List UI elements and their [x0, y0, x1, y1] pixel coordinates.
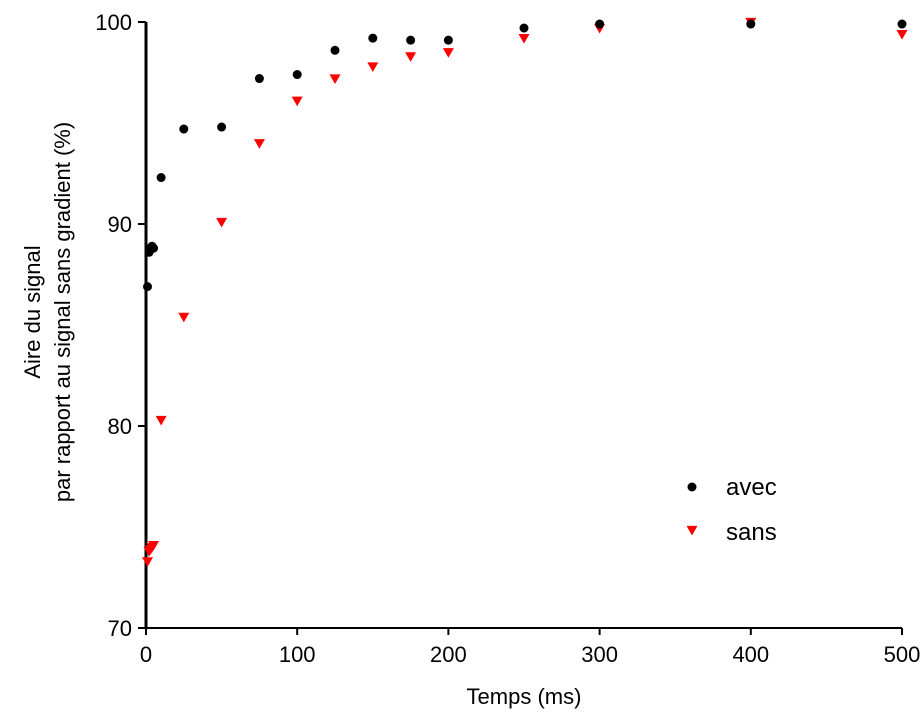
x-axis-title: Temps (ms): [467, 684, 582, 709]
point-avec: [254, 74, 264, 84]
legend-marker-avec-shape: [687, 482, 697, 492]
y-tick-label: 80: [108, 414, 132, 439]
legend-marker-sans-shape: [686, 525, 698, 536]
point-avec: [897, 19, 907, 29]
x-tick-label: 200: [430, 642, 467, 667]
point-sans: [178, 312, 190, 323]
point-sans: [518, 34, 530, 44]
point-avec: [217, 122, 227, 132]
point-avec: [292, 70, 302, 80]
y-tick-label: 90: [108, 212, 132, 237]
point-avec: [156, 173, 166, 183]
x-axis-ticks: 0 100 200 300 400 500: [140, 628, 920, 667]
point-avec: [368, 33, 378, 43]
point-avec: [519, 23, 529, 33]
point-sans: [216, 217, 228, 228]
point-avec: [143, 282, 153, 292]
point-sans: [155, 415, 167, 426]
point-avec: [595, 19, 605, 29]
x-tick-label: 0: [140, 642, 152, 667]
point-sans: [253, 139, 265, 149]
point-avec: [149, 243, 159, 253]
x-tick-label: 500: [884, 642, 921, 667]
y-axis-ticks: 70 80 90 100: [95, 10, 146, 641]
axes: [144, 22, 902, 629]
point-avec: [330, 45, 340, 55]
x-tick-label: 300: [581, 642, 618, 667]
point-sans: [142, 557, 154, 567]
x-tick-label: 400: [732, 642, 769, 667]
legend: avec sans: [686, 474, 777, 546]
point-sans: [367, 62, 379, 72]
y-tick-label: 100: [95, 10, 132, 35]
data-points: [142, 17, 908, 567]
point-sans: [405, 52, 417, 62]
legend-marker-avec: [687, 482, 697, 492]
x-tick-label: 100: [279, 642, 316, 667]
y-axis-title-line-1: Aire du signal: [20, 245, 45, 378]
point-sans: [896, 29, 908, 40]
point-avec: [406, 35, 416, 45]
point-sans: [291, 96, 303, 107]
legend-marker-sans: [686, 525, 698, 536]
y-axis-title-line-2: par rapport au signal sans gradient (%): [50, 122, 75, 502]
point-sans: [148, 541, 160, 551]
y-tick-label: 70: [108, 616, 132, 641]
legend-label-sans: sans: [726, 519, 777, 546]
point-sans: [329, 74, 341, 85]
legend-label-avec: avec: [726, 474, 777, 501]
point-avec: [443, 35, 453, 45]
point-avec: [746, 19, 756, 29]
point-sans: [442, 48, 454, 58]
point-avec: [179, 124, 189, 134]
